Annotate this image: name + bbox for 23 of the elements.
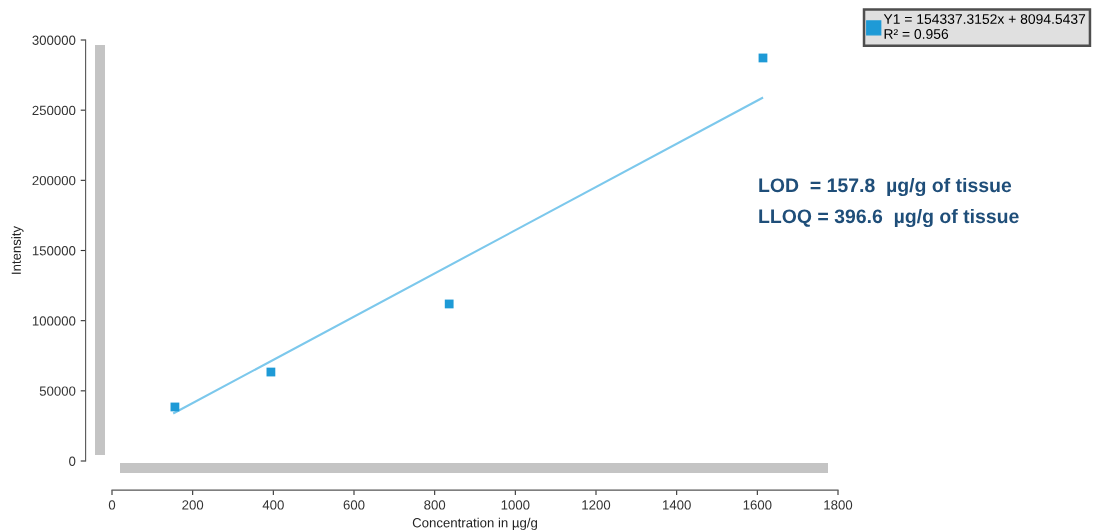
x-tick-label: 1000 — [501, 500, 530, 510]
annotation: LOD = 157.8 µg/g of tissue — [759, 177, 1012, 197]
y-tick-label: 250000 — [32, 105, 76, 116]
y-tick-label: 150000 — [32, 246, 76, 256]
y-axis-title: Intensity — [11, 225, 24, 274]
y-tick-label: 200000 — [32, 175, 76, 186]
x-tick-label: 1800 — [824, 500, 853, 510]
x-axis-title: Concentration in µg/g — [412, 517, 537, 531]
x-tick-label: 1600 — [743, 500, 772, 510]
y-tick-label: 50000 — [39, 386, 76, 396]
y-tick-label: 0 — [69, 456, 76, 466]
x-tick-label: 1200 — [582, 500, 611, 510]
x-tick-label: 1400 — [663, 500, 691, 510]
x-tick-label: 800 — [424, 500, 446, 510]
legend-label: Y1 = 154337.3152x + 8094.5437 R² = 0.956 — [883, 14, 1086, 39]
y-tick-label: 100000 — [32, 316, 76, 326]
annotation: LLOQ = 396.6 µg/g of tissue — [759, 208, 1019, 228]
y-tick-label: 300000 — [32, 35, 76, 45]
x-tick-label: 400 — [262, 500, 284, 510]
point — [444, 299, 454, 309]
x-tick-label: 600 — [343, 500, 365, 510]
x-tick-label: 0 — [108, 500, 116, 510]
x-tick-label: 200 — [182, 500, 204, 510]
